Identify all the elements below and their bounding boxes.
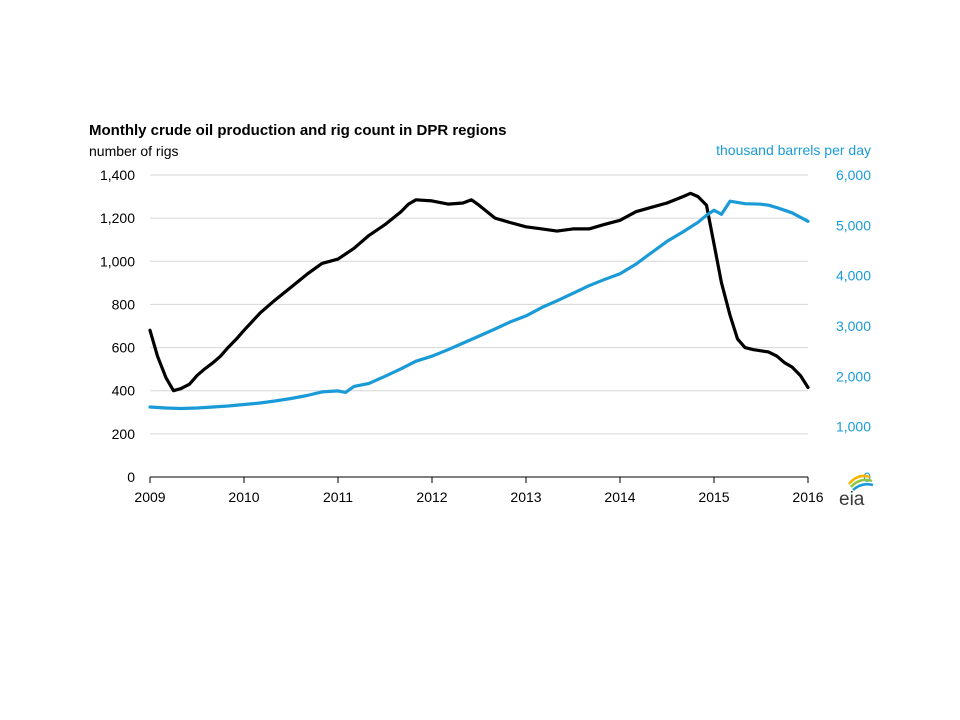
- eia-logo-swoosh-yellow: [848, 474, 871, 485]
- eia-logo: eia: [839, 474, 874, 510]
- y-left-tick-label: 1,200: [100, 210, 135, 226]
- y-left-tick-label: 1,400: [100, 167, 135, 183]
- y-right-tick-label: 5,000: [836, 217, 871, 233]
- y-right-tick-label: 2,000: [836, 368, 871, 384]
- eia-logo-text: eia: [839, 489, 865, 510]
- chart-title: Monthly crude oil production and rig cou…: [89, 122, 507, 139]
- x-tick-label: 2010: [228, 489, 259, 505]
- y-left-tick-label: 800: [112, 296, 136, 312]
- y-left-tick-label: 200: [112, 426, 136, 442]
- x-tick-label: 2016: [792, 489, 823, 505]
- y-left-tick-label: 0: [127, 469, 135, 485]
- production-line: [148, 199, 810, 411]
- y-right-tick-label: 6,000: [836, 167, 871, 183]
- y-right-tick-label: 3,000: [836, 318, 871, 334]
- eia-logo-swoosh-blue: [852, 482, 874, 491]
- x-tick-label: 2011: [323, 489, 353, 505]
- y-left-tick-label: 400: [112, 383, 136, 399]
- gridlines: [149, 174, 809, 483]
- eia-logo-swoosh-green: [850, 478, 873, 488]
- x-tick-label: 2009: [134, 489, 165, 505]
- y-left-tick-label: 600: [112, 340, 136, 356]
- x-tick-label: 2015: [698, 489, 729, 505]
- y-axis-right-label: thousand barrels per day: [716, 142, 871, 158]
- series-lines: [148, 191, 810, 411]
- y-axis-left-label: number of rigs: [89, 143, 178, 159]
- x-tick-label: 2014: [604, 489, 635, 505]
- x-tick-label: 2012: [416, 489, 447, 505]
- tick-labels: 02004006008001,0001,2001,40001,0002,0003…: [100, 167, 871, 505]
- y-right-tick-label: 1,000: [836, 419, 871, 435]
- x-tick-label: 2013: [510, 489, 541, 505]
- rig-count-line: [148, 191, 810, 393]
- y-left-tick-label: 1,000: [100, 253, 135, 269]
- y-right-tick-label: 4,000: [836, 268, 871, 284]
